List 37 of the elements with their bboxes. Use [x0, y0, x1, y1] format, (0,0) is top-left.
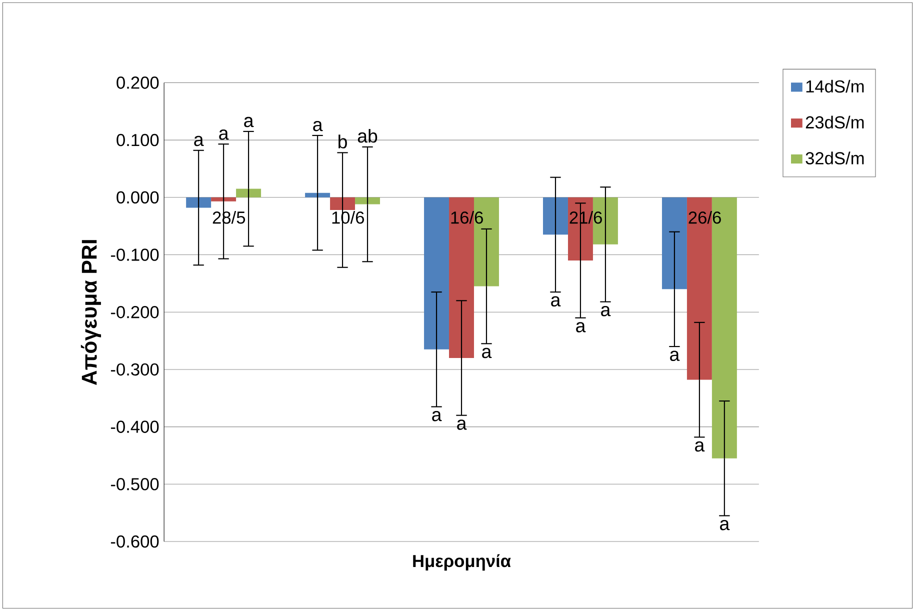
- annotation: a: [576, 322, 586, 332]
- bar: [424, 197, 450, 350]
- y-tick-label: 0.000: [116, 191, 159, 204]
- legend-label: 23dS/m: [806, 116, 864, 129]
- y-axis-title: Απόγευμα PRI: [80, 240, 102, 386]
- bar: [543, 197, 568, 235]
- y-tick-label: -0.300: [110, 363, 159, 376]
- annotation: a: [313, 121, 323, 132]
- y-tick-label: -0.500: [110, 478, 159, 490]
- annotation: a: [482, 348, 492, 358]
- annotation: a: [457, 420, 467, 430]
- x-axis-title: Ημερομηνία: [413, 554, 511, 571]
- bar: [211, 197, 236, 202]
- annotation: a: [219, 130, 229, 140]
- bar: [355, 197, 380, 204]
- y-tick-label: -0.100: [110, 248, 159, 261]
- annotation: a: [695, 441, 705, 452]
- y-tick-label: -0.600: [110, 535, 159, 548]
- bar: [305, 192, 330, 198]
- y-tick-label: 0.200: [116, 76, 159, 89]
- legend-label: 32dS/m: [806, 152, 864, 164]
- bar: [186, 197, 212, 208]
- annotation: b: [338, 134, 347, 148]
- bar: [236, 188, 262, 198]
- annotation: ab: [358, 129, 378, 143]
- y-tick-label: -0.200: [110, 306, 159, 318]
- annotation: a: [601, 306, 611, 316]
- annotation: a: [432, 411, 442, 422]
- annotation: a: [551, 296, 561, 307]
- annotation: a: [670, 350, 680, 362]
- y-tick-label: -0.400: [110, 420, 159, 434]
- legend-label: 14dS/m: [806, 80, 864, 93]
- annotation: a: [244, 117, 254, 128]
- y-tick-label: 0.100: [116, 134, 159, 146]
- bar: [330, 197, 356, 210]
- annotation: a: [194, 136, 204, 146]
- annotation: a: [720, 520, 730, 530]
